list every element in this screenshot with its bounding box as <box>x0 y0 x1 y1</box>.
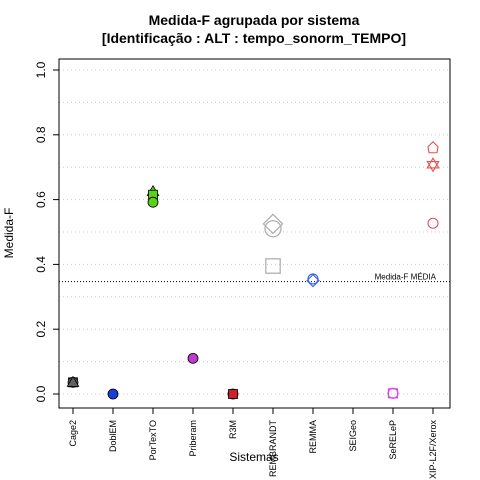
data-point <box>426 157 440 169</box>
y-tick-label: 0.0 <box>34 385 48 402</box>
data-point <box>426 161 440 173</box>
x-tick-label: SeRELeP <box>388 420 398 460</box>
x-tick-label: SEIGeo <box>348 420 358 452</box>
y-axis-label: Medida-F <box>2 208 16 259</box>
y-tick-label: 1.0 <box>34 61 48 78</box>
x-axis-label: Sistemas <box>229 450 278 464</box>
data-point <box>427 217 439 229</box>
x-tick-label: DoblEM <box>108 420 118 452</box>
y-axis: 0.0 0.2 0.4 0.6 0.8 1.0 <box>34 61 59 402</box>
data-point <box>107 388 119 400</box>
x-tick-label: R3M <box>228 420 238 439</box>
y-tick-label: 0.8 <box>34 126 48 143</box>
data-point <box>387 387 399 399</box>
x-tick-label: Cage2 <box>68 420 78 447</box>
data-point <box>147 196 159 208</box>
reference-line-label: Medida-F MÉDIA <box>375 273 437 282</box>
data-point <box>66 375 80 387</box>
x-tick-label: PorTexTO <box>148 420 158 460</box>
data-point <box>265 258 281 274</box>
y-tick-label: 0.4 <box>34 256 48 273</box>
data-point <box>264 220 282 238</box>
data-point <box>427 140 439 154</box>
data-points <box>66 140 440 400</box>
chart-subtitle: [Identificação : ALT : tempo_sonorm_TEMP… <box>102 30 406 46</box>
reference-line-group: Medida-F MÉDIA <box>59 273 450 283</box>
data-point <box>306 273 320 288</box>
x-tick-label: Priberam <box>188 420 198 457</box>
data-point <box>228 389 238 399</box>
plot-box <box>58 58 451 409</box>
y-tick-label: 0.2 <box>34 321 48 338</box>
x-tick-label: REMBRANDT <box>268 420 278 478</box>
data-point <box>262 213 284 235</box>
y-tick-label: 0.6 <box>34 191 48 208</box>
x-tick-label: XIP-L2F/Xerox <box>428 420 438 480</box>
data-point <box>187 352 199 364</box>
chart-title: Medida-F agrupada por sistema <box>149 12 360 28</box>
x-tick-label: REMMA <box>308 420 318 454</box>
x-axis: Cage2 DoblEM PorTexTO Priberam R3M REMBRANDT R… <box>68 408 438 479</box>
